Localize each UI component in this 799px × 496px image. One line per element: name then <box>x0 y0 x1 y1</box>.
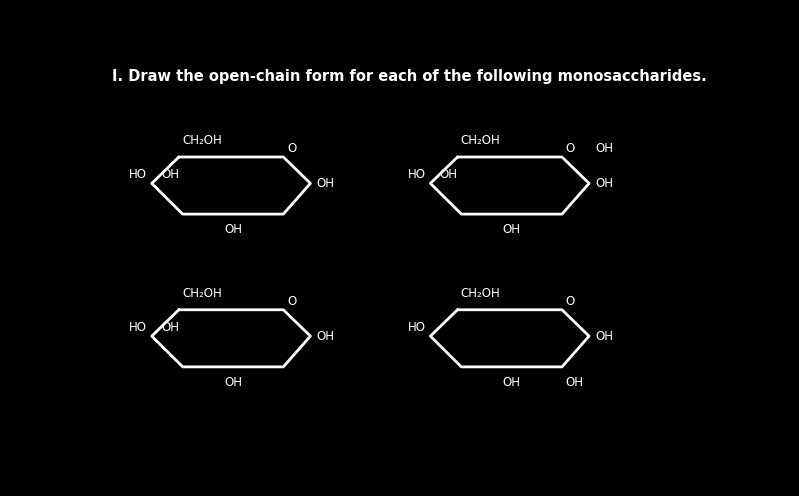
Text: OH: OH <box>595 330 614 343</box>
Text: CH₂OH: CH₂OH <box>182 134 221 147</box>
Text: O: O <box>287 142 296 155</box>
Text: O: O <box>566 142 575 155</box>
Text: OH: OH <box>439 169 458 182</box>
Text: OH: OH <box>161 169 179 182</box>
Text: OH: OH <box>161 321 179 334</box>
Text: CH₂OH: CH₂OH <box>460 287 500 300</box>
Text: O: O <box>287 295 296 308</box>
Text: CH₂OH: CH₂OH <box>460 134 500 147</box>
Text: CH₂OH: CH₂OH <box>182 287 221 300</box>
Text: OH: OH <box>503 223 521 236</box>
Text: O: O <box>566 295 575 308</box>
Text: OH: OH <box>316 177 335 190</box>
Text: HO: HO <box>129 169 147 182</box>
Text: OH: OH <box>503 376 521 389</box>
Text: OH: OH <box>224 376 242 389</box>
Text: I. Draw the open-chain form for each of the following monosaccharides.: I. Draw the open-chain form for each of … <box>112 69 707 84</box>
Text: OH: OH <box>565 376 583 389</box>
Text: OH: OH <box>595 177 614 190</box>
Text: HO: HO <box>407 169 425 182</box>
Text: OH: OH <box>316 330 335 343</box>
Text: HO: HO <box>129 321 147 334</box>
Text: HO: HO <box>407 321 425 334</box>
Text: OH: OH <box>595 142 614 155</box>
Text: OH: OH <box>224 223 242 236</box>
